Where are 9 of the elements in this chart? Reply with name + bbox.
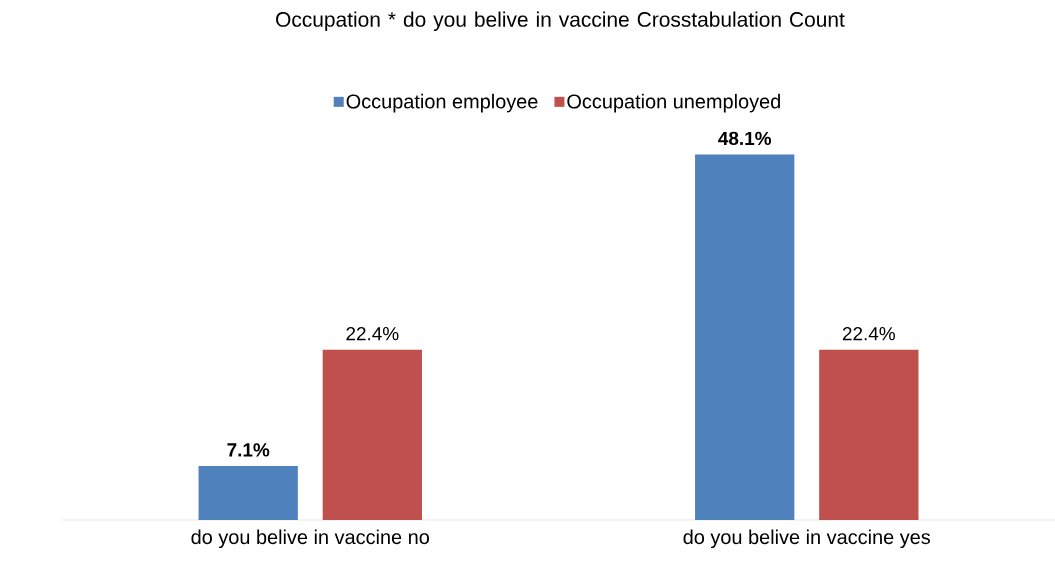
data-label: 48.1%: [718, 131, 772, 146]
data-label: 22.4%: [842, 326, 895, 341]
data-label: 7.1%: [227, 443, 270, 457]
legend-label: Occupation employee: [346, 93, 538, 113]
data-label: 22.4%: [346, 326, 399, 341]
legend-label: Occupation unemployed: [567, 93, 780, 113]
x-tick-label: do you belive in vaccine yes: [683, 529, 931, 549]
chart-title: Occupation * do you belive in vaccine Crosstabulation Count: [276, 11, 845, 32]
x-tick-label: do you belive in vaccine no: [191, 529, 429, 549]
